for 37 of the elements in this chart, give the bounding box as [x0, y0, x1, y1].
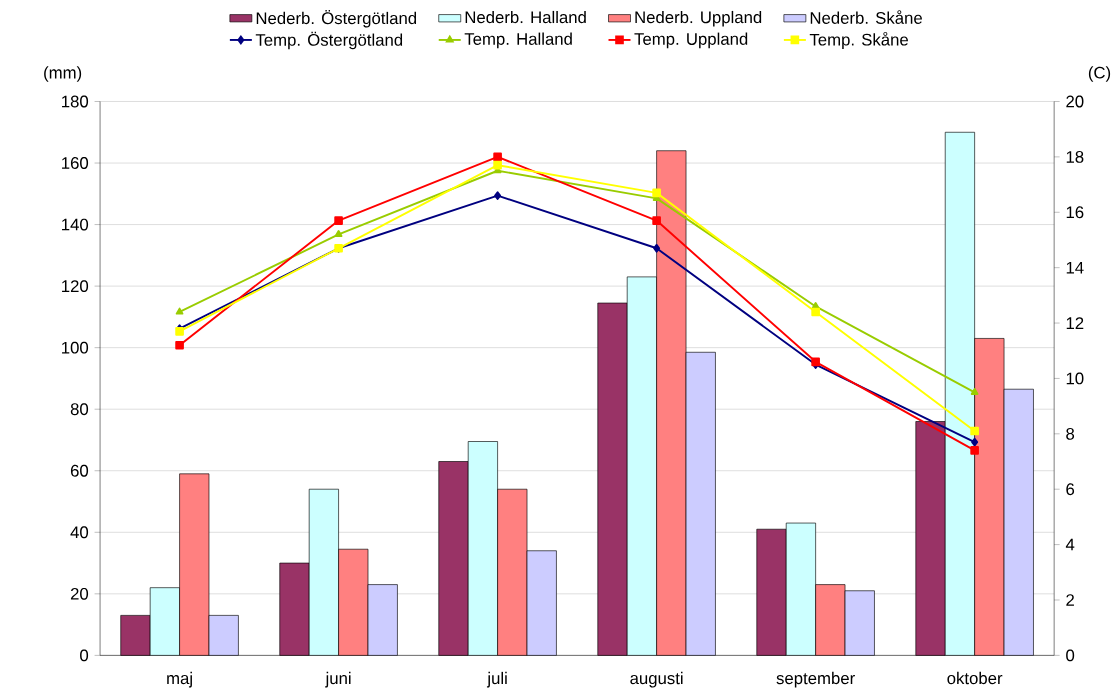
y-tick-label: 20 [70, 587, 89, 600]
y-tick-label: 100 [62, 341, 89, 354]
y-tick-label: 180 [62, 95, 89, 108]
legend-label: Temp. Östergötland [255, 31, 403, 50]
legend-label: Temp. Skåne [809, 31, 908, 49]
y2-tick-label: 4 [1065, 538, 1075, 551]
y-tick-label: 140 [62, 218, 89, 231]
y2-tick-label: 2 [1066, 594, 1074, 606]
x-tick-label: augusti [630, 671, 683, 688]
y2-tick-label: 10 [1066, 372, 1084, 385]
y2-axis-title: (C) [1088, 66, 1111, 82]
legend-label: Temp. Halland [464, 32, 572, 49]
x-tick-label: juni [325, 671, 351, 688]
legend-label: Nederb. Uppland [635, 10, 762, 27]
legend-label: Nederb. Halland [465, 10, 586, 24]
y2-tick-label: 20 [1066, 95, 1084, 108]
y2-tick-label: 12 [1066, 317, 1084, 329]
x-tick-label: oktober [947, 671, 1003, 685]
legend-label: Temp. Uppland [634, 32, 748, 49]
y-axis-title: (mm) [44, 66, 82, 82]
y-tick-label: 60 [70, 464, 89, 477]
y2-tick-label: 8 [1066, 427, 1075, 440]
legend-label: Nederb. Östergötland [256, 10, 417, 28]
y2-tick-label: 14 [1066, 261, 1084, 274]
legend-label: Nederb. Skåne [810, 10, 922, 24]
y2-tick-label: 18 [1066, 150, 1084, 163]
y2-tick-label: 0 [1066, 649, 1075, 662]
y2-tick-label: 16 [1066, 206, 1084, 219]
y-tick-label: 80 [70, 403, 89, 416]
y-tick-label: 0 [80, 649, 89, 662]
y2-tick-label: 6 [1066, 483, 1075, 496]
x-tick-label: maj [167, 671, 192, 688]
x-tick-label: juli [486, 671, 507, 688]
y-tick-label: 160 [62, 157, 89, 170]
y-tick-label: 120 [62, 280, 89, 293]
y-tick-label: 40 [70, 526, 89, 539]
x-tick-label: september [776, 671, 855, 688]
